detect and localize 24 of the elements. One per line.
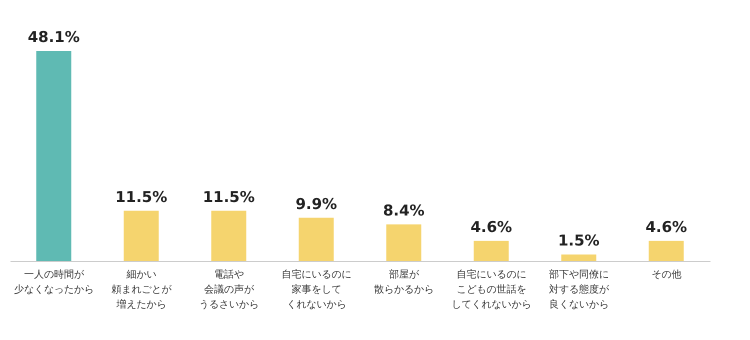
x-tick-label: 自宅にいるのに家事をしてくれないから xyxy=(281,268,352,310)
x-tick-label: 細かい頼まれごとが増えたから xyxy=(111,270,172,310)
data-label: 1.5% xyxy=(558,231,600,250)
bar xyxy=(298,218,334,261)
bar xyxy=(648,240,684,261)
x-tick-label: 部屋が散らかるから xyxy=(374,268,434,296)
data-label: 4.6% xyxy=(470,218,512,236)
x-tick-label: 一人の時間が少なくなったから xyxy=(14,268,94,296)
x-tick-label: 部下や同僚に対する態度が良くないから xyxy=(548,268,610,310)
x-tick-label: 自宅にいるのにこどもの世話をしてくれないから xyxy=(451,268,532,310)
bar xyxy=(386,224,422,261)
data-label: 11.5% xyxy=(115,188,168,206)
data-label: 11.5% xyxy=(202,188,255,206)
data-label: 4.6% xyxy=(645,218,688,236)
bar xyxy=(474,240,509,261)
data-label: 9.9% xyxy=(295,194,338,213)
bar xyxy=(124,210,159,261)
bar xyxy=(561,254,596,261)
bar xyxy=(211,210,246,261)
x-tick-label: その他 xyxy=(651,268,682,280)
data-label: 48.1% xyxy=(28,28,80,46)
data-label: 8.4% xyxy=(382,201,425,220)
x-tick-label: 電話や会議の声がうるさいから xyxy=(198,268,259,310)
bar xyxy=(36,51,72,261)
